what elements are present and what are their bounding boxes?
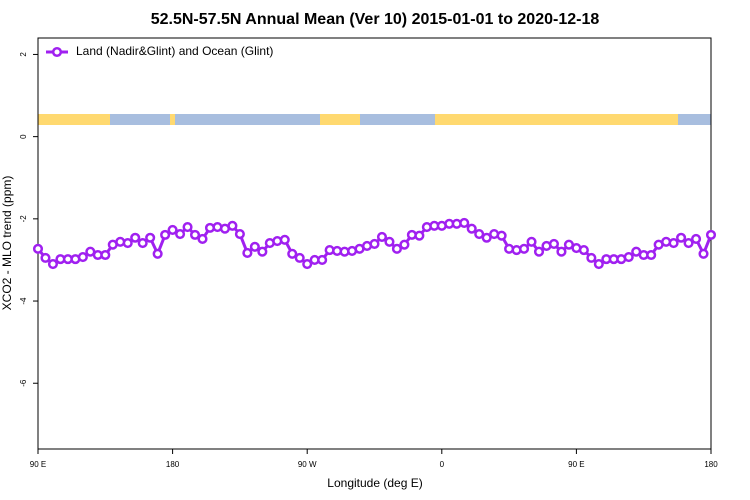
data-point (578, 245, 589, 256)
data-point (668, 238, 679, 249)
data-point (391, 243, 402, 254)
y-tick-label: -4 (19, 297, 28, 305)
data-point (279, 234, 290, 245)
data-point (40, 252, 51, 263)
data-point (137, 238, 148, 249)
data-point (526, 236, 537, 247)
data-point (130, 232, 141, 243)
y-tick-label: 0 (19, 134, 28, 139)
data-point (690, 233, 702, 245)
data-point (302, 259, 313, 270)
data-point (167, 224, 178, 235)
data-point (533, 246, 545, 257)
data-point (548, 238, 560, 249)
data-point (556, 246, 567, 257)
data-point (100, 249, 111, 261)
legend-marker (51, 46, 63, 58)
x-tick-label: 90 W (298, 460, 317, 469)
data-point (474, 228, 485, 240)
data-point (384, 236, 395, 247)
data-point (414, 230, 425, 241)
data-point (32, 243, 44, 254)
data-point (77, 252, 88, 263)
data-point (175, 228, 186, 240)
x-tick-label: 180 (704, 460, 718, 469)
plot-frame (37, 37, 712, 450)
legend-label: Land (Nadir&Glint) and Ocean (Glint) (76, 44, 273, 58)
data-point (257, 246, 268, 257)
data-point (519, 243, 530, 254)
x-tick-label: 0 (440, 460, 445, 469)
data-point (586, 252, 597, 263)
data-point (287, 248, 298, 259)
data-point (234, 228, 245, 240)
x-tick-label: 90 E (30, 460, 46, 469)
data-point (294, 252, 305, 263)
data-point (676, 232, 687, 243)
data-point (122, 238, 133, 249)
data-point (683, 238, 694, 249)
data-point (249, 241, 260, 252)
data-point (646, 249, 657, 261)
data-point (227, 220, 238, 231)
data-point (705, 229, 717, 240)
data-point (47, 259, 59, 270)
data-point (189, 229, 201, 240)
y-tick-label: -2 (19, 215, 28, 223)
y-tick-label: -6 (19, 379, 28, 387)
data-point (197, 233, 208, 245)
data-point (182, 222, 193, 233)
data-point (242, 247, 253, 259)
x-tick-label: 90 E (568, 460, 584, 469)
data-point (160, 229, 171, 240)
data-point (496, 230, 507, 241)
x-axis-label: Longitude (deg E) (327, 476, 422, 490)
land-ocean-strip (38, 114, 711, 125)
data-point (145, 232, 156, 243)
y-tick-label: 2 (19, 52, 28, 57)
data-point (698, 248, 709, 259)
data-point (623, 252, 634, 263)
data-point (369, 238, 380, 249)
y-axis-label: XCO2 - MLO trend (ppm) (0, 176, 14, 311)
data-point (376, 231, 388, 242)
data-point (459, 217, 470, 228)
data-point (399, 239, 410, 250)
data-point (317, 254, 328, 265)
data-point (466, 223, 477, 234)
x-tick-label: 180 (166, 460, 180, 469)
data-point (152, 248, 163, 259)
data-point (481, 232, 492, 243)
chart-title: 52.5N-57.5N Annual Mean (Ver 10) 2015-01… (151, 11, 600, 28)
data-point (593, 259, 604, 270)
